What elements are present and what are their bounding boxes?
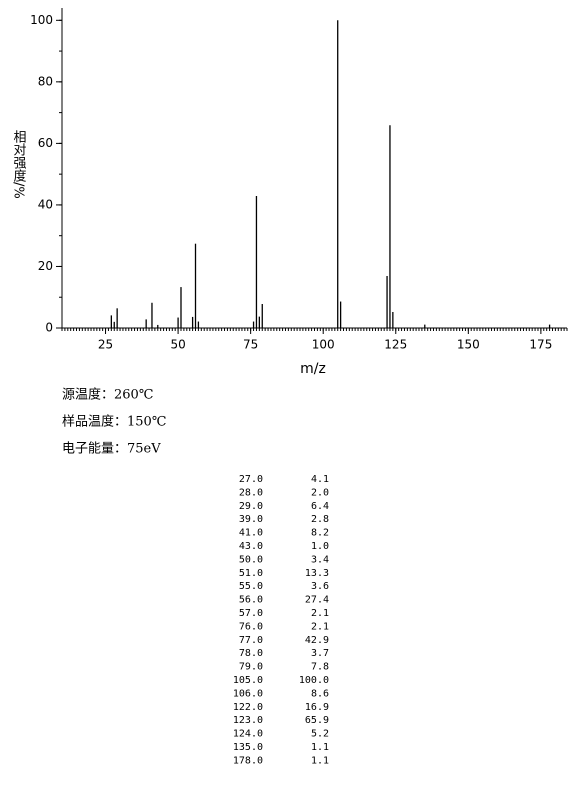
x-tick-label: 175 — [529, 338, 552, 352]
table-intensity: 5.2 — [311, 729, 329, 740]
table-mz: 28.0 — [239, 487, 263, 498]
x-tick-label: 125 — [384, 338, 407, 352]
table-intensity: 3.4 — [311, 554, 329, 565]
x-tick-label: 100 — [312, 338, 335, 352]
table-mz: 106.0 — [233, 688, 263, 699]
table-mz: 76.0 — [239, 621, 263, 632]
table-intensity: 1.1 — [311, 755, 329, 766]
y-axis-label: 相对强度/% — [11, 130, 27, 199]
y-tick-label: 80 — [38, 74, 53, 88]
table-mz: 79.0 — [239, 662, 263, 673]
table-intensity: 8.2 — [311, 528, 329, 539]
table-intensity: 2.1 — [311, 621, 329, 632]
table-intensity: 42.9 — [305, 635, 329, 646]
table-mz: 124.0 — [233, 729, 263, 740]
table-intensity: 8.6 — [311, 688, 329, 699]
table-intensity: 2.8 — [311, 514, 329, 525]
table-mz: 178.0 — [233, 755, 263, 766]
y-tick-label: 40 — [38, 197, 53, 211]
table-intensity: 1.1 — [311, 742, 329, 753]
table-mz: 27.0 — [239, 474, 263, 485]
table-mz: 122.0 — [233, 702, 263, 713]
x-tick-label: 50 — [170, 338, 185, 352]
table-mz: 43.0 — [239, 541, 263, 552]
table-intensity: 27.4 — [305, 595, 329, 606]
table-intensity: 3.6 — [311, 581, 329, 592]
y-tick-label: 60 — [38, 136, 53, 150]
table-mz: 50.0 — [239, 554, 263, 565]
y-tick-label: 100 — [30, 13, 53, 27]
table-intensity: 13.3 — [305, 568, 329, 579]
table-mz: 29.0 — [239, 501, 263, 512]
table-mz: 77.0 — [239, 635, 263, 646]
table-mz: 51.0 — [239, 568, 263, 579]
x-tick-label: 150 — [457, 338, 480, 352]
table-intensity: 65.9 — [305, 715, 329, 726]
x-tick-label: 75 — [243, 338, 258, 352]
table-mz: 78.0 — [239, 648, 263, 659]
table-mz: 41.0 — [239, 528, 263, 539]
x-tick-label: 25 — [98, 338, 113, 352]
y-tick-label: 0 — [45, 321, 53, 335]
info-line: 样品温度：150℃ — [62, 414, 166, 430]
info-line: 电子能量：75eV — [62, 442, 161, 457]
table-intensity: 16.9 — [305, 702, 329, 713]
y-tick-label: 20 — [38, 259, 53, 273]
table-intensity: 6.4 — [311, 501, 329, 512]
table-intensity: 100.0 — [299, 675, 329, 686]
table-intensity: 3.7 — [311, 648, 329, 659]
table-mz: 39.0 — [239, 514, 263, 525]
table-intensity: 4.1 — [311, 474, 329, 485]
x-axis-label: m/z — [300, 361, 326, 377]
table-mz: 123.0 — [233, 715, 263, 726]
table-mz: 105.0 — [233, 675, 263, 686]
table-mz: 55.0 — [239, 581, 263, 592]
table-mz: 135.0 — [233, 742, 263, 753]
table-mz: 57.0 — [239, 608, 263, 619]
table-intensity: 2.1 — [311, 608, 329, 619]
table-intensity: 2.0 — [311, 487, 329, 498]
table-intensity: 7.8 — [311, 662, 329, 673]
table-intensity: 1.0 — [311, 541, 329, 552]
table-mz: 56.0 — [239, 595, 263, 606]
info-line: 源温度：260℃ — [62, 387, 153, 403]
